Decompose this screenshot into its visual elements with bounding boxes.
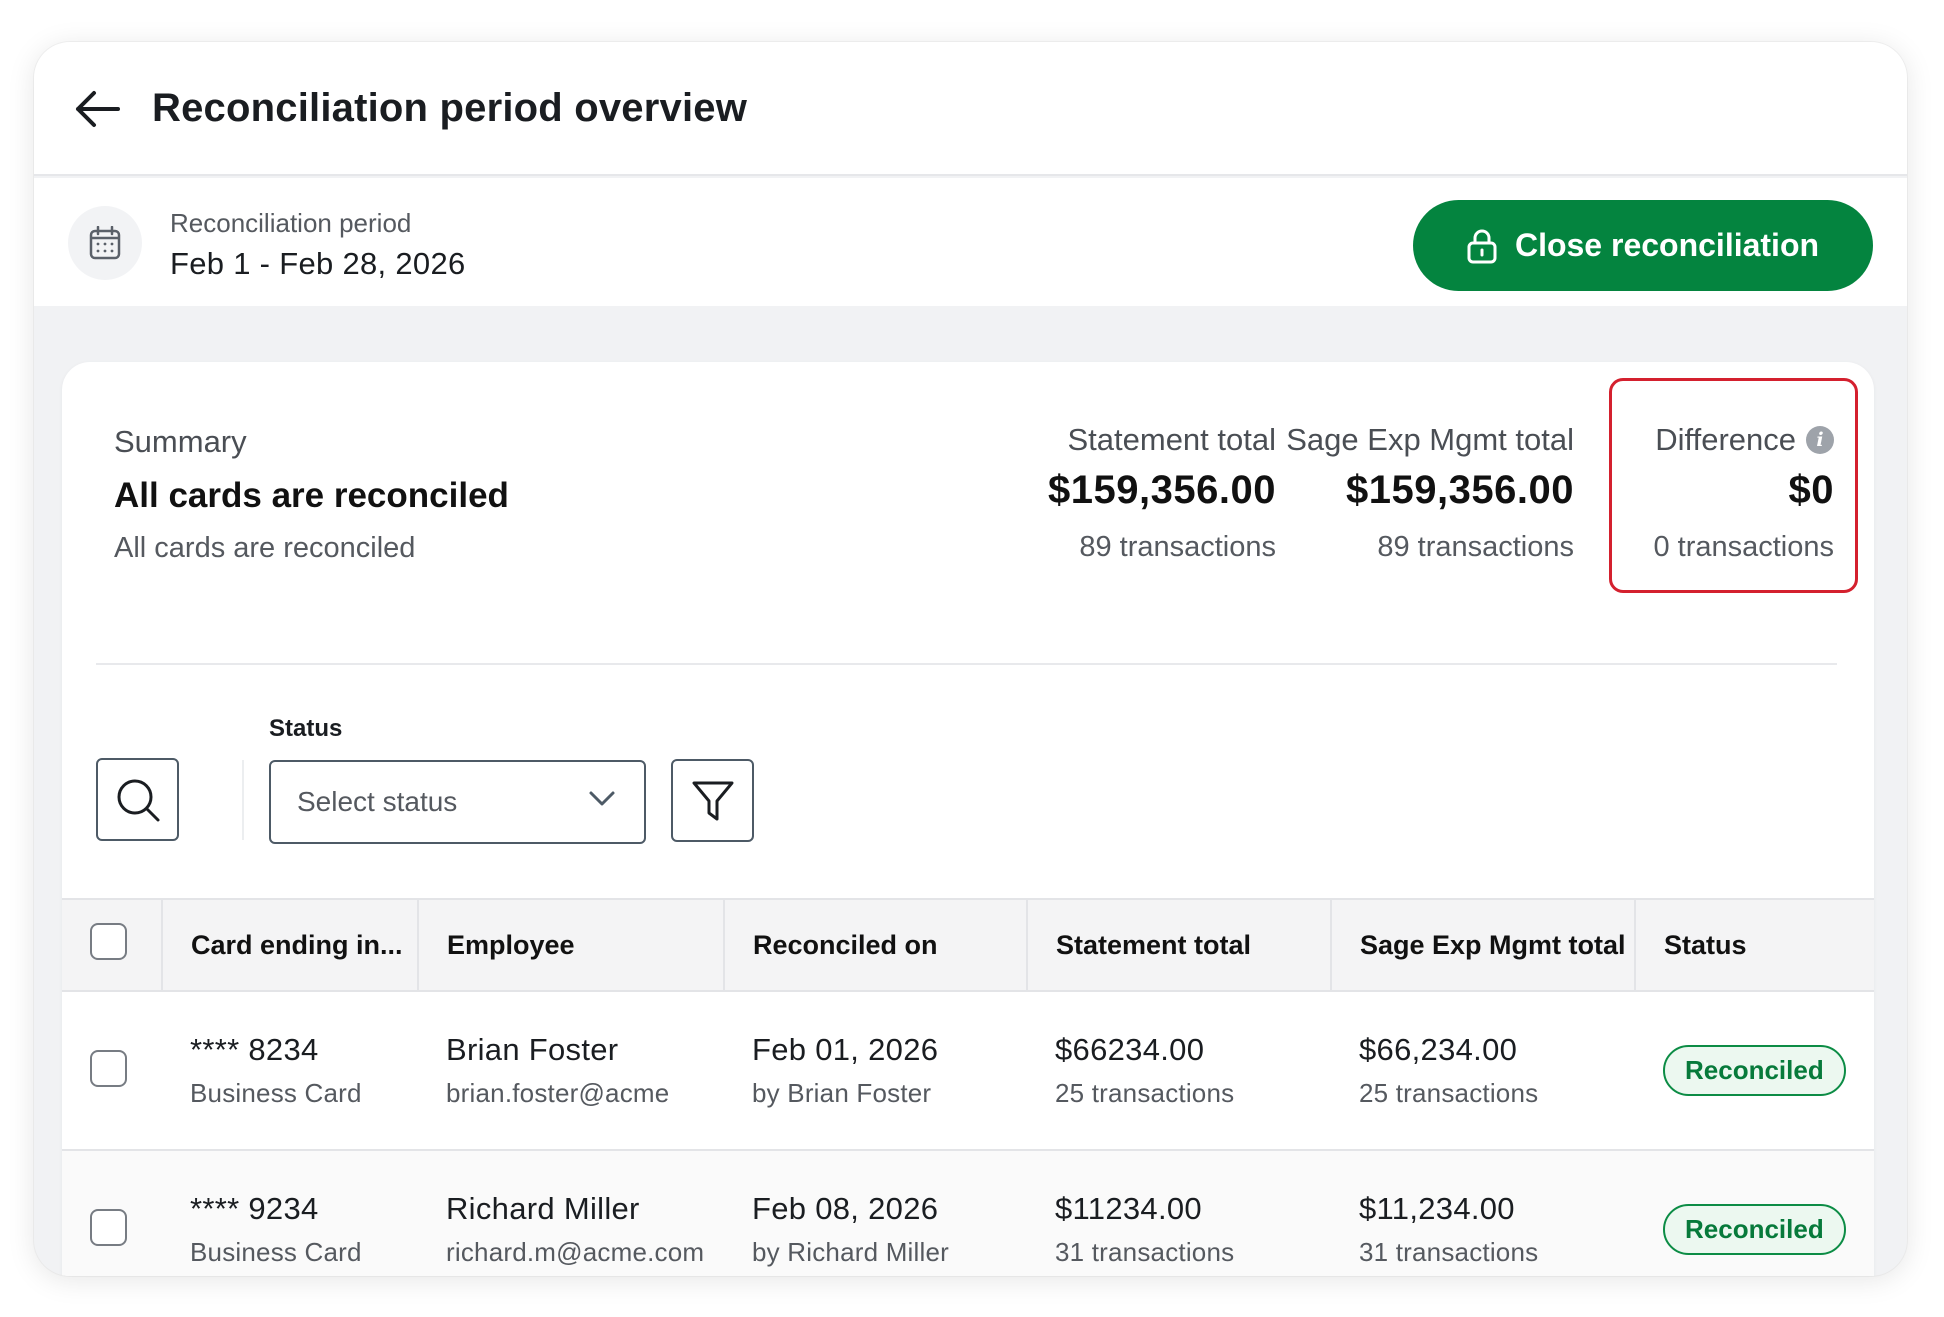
summary-subtitle: All cards are reconciled [114, 532, 416, 564]
row-checkbox[interactable] [90, 1049, 127, 1087]
status-badge: Reconciled [1663, 1045, 1846, 1096]
sage-total-metric: Sage Exp Mgmt total $159,356.00 89 trans… [1286, 422, 1574, 564]
sage-total: $66,234.00 [1359, 1032, 1518, 1067]
column-header-statement-total[interactable]: Statement total [1027, 898, 1332, 992]
employee-name: Brian Foster [446, 1032, 619, 1067]
arrow-left-icon [76, 91, 120, 127]
statement-count: 31 transactions [1055, 1237, 1235, 1267]
summary-label: Summary [114, 424, 247, 459]
employee-email: richard.m@acme.com [446, 1237, 705, 1267]
period-label: Reconciliation period [170, 208, 412, 238]
calendar-icon [89, 226, 121, 260]
row-checkbox[interactable] [90, 1208, 127, 1246]
close-reconciliation-label: Close reconciliation [1514, 227, 1820, 263]
page-title: Reconciliation period overview [152, 86, 748, 130]
card-type: Business Card [190, 1078, 362, 1108]
close-reconciliation-button[interactable]: Close reconciliation [1413, 200, 1873, 291]
search-button[interactable] [96, 758, 179, 841]
filter-button[interactable] [671, 759, 754, 842]
top-bar: Reconciliation period overview [34, 42, 1907, 176]
statement-total-value: $159,356.00 [1048, 468, 1276, 512]
reconciled-date: Feb 08, 2026 [752, 1191, 939, 1226]
period-value: Feb 1 - Feb 28, 2026 [170, 246, 466, 281]
period-bar: Reconciliation period Feb 1 - Feb 28, 20… [34, 178, 1907, 306]
difference-highlight-box [1609, 378, 1858, 593]
reconciled-date: Feb 01, 2026 [752, 1032, 939, 1067]
sage-count: 25 transactions [1359, 1078, 1539, 1108]
difference-label: Difference [1655, 422, 1796, 457]
info-icon[interactable]: i [1806, 426, 1834, 454]
calendar-icon-container [68, 206, 142, 280]
employee-email: brian.foster@acme [446, 1078, 670, 1108]
status-filter-label: Status [269, 715, 343, 742]
statement-total-metric: Statement total $159,356.00 89 transacti… [1048, 422, 1276, 564]
column-header-employee[interactable]: Employee [418, 898, 725, 992]
statement-total-label: Statement total [1067, 422, 1276, 457]
summary-divider [96, 663, 1837, 665]
back-button[interactable] [72, 84, 122, 134]
column-header-card[interactable]: Card ending in... [162, 898, 419, 992]
difference-value: $0 [1788, 468, 1834, 512]
statement-total-count: 89 transactions [1079, 531, 1276, 563]
select-all-cell [62, 898, 163, 992]
card-number: **** 8234 [190, 1032, 319, 1067]
summary-card: Summary All cards are reconciled All car… [62, 362, 1874, 1276]
app-window: Reconciliation period overview Reconcili… [34, 42, 1907, 1276]
status-select-placeholder: Select status [297, 786, 458, 817]
reconciled-by: by Brian Foster [752, 1078, 932, 1108]
select-all-checkbox[interactable] [90, 923, 127, 960]
statement-total: $11234.00 [1055, 1191, 1202, 1226]
chevron-down-icon [589, 791, 615, 806]
status-select[interactable]: Select status [269, 760, 646, 844]
summary-title: All cards are reconciled [114, 476, 509, 515]
card-number: **** 9234 [190, 1191, 319, 1226]
difference-count: 0 transactions [1653, 531, 1834, 563]
statement-total: $66234.00 [1055, 1032, 1205, 1067]
sage-total-value: $159,356.00 [1346, 468, 1574, 512]
reconciled-by: by Richard Miller [752, 1237, 950, 1267]
card-type: Business Card [190, 1237, 362, 1267]
search-icon [117, 779, 159, 821]
statement-count: 25 transactions [1055, 1078, 1235, 1108]
table-row[interactable]: **** 8234 Business Card Brian Foster bri… [62, 991, 1874, 1151]
sage-count: 31 transactions [1359, 1237, 1539, 1267]
table-header-row: Card ending in... Employee Reconciled on… [62, 898, 1874, 992]
sage-total-count: 89 transactions [1377, 531, 1574, 563]
difference-metric: Difference i $0 0 transactions [1653, 422, 1834, 564]
lock-icon [1467, 229, 1497, 263]
sage-total: $11,234.00 [1359, 1191, 1515, 1226]
sage-total-label: Sage Exp Mgmt total [1286, 422, 1574, 457]
reconciliation-table: Card ending in... Employee Reconciled on… [62, 898, 1874, 1276]
employee-name: Richard Miller [446, 1191, 640, 1226]
column-header-status[interactable]: Status [1635, 898, 1874, 992]
column-header-reconciled-on[interactable]: Reconciled on [724, 898, 1028, 992]
filter-icon [692, 781, 733, 820]
column-header-sage-total[interactable]: Sage Exp Mgmt total [1331, 898, 1636, 992]
filter-separator [242, 760, 244, 840]
table-row[interactable]: **** 9234 Business Card Richard Miller r… [62, 1150, 1874, 1276]
status-badge: Reconciled [1663, 1204, 1846, 1255]
